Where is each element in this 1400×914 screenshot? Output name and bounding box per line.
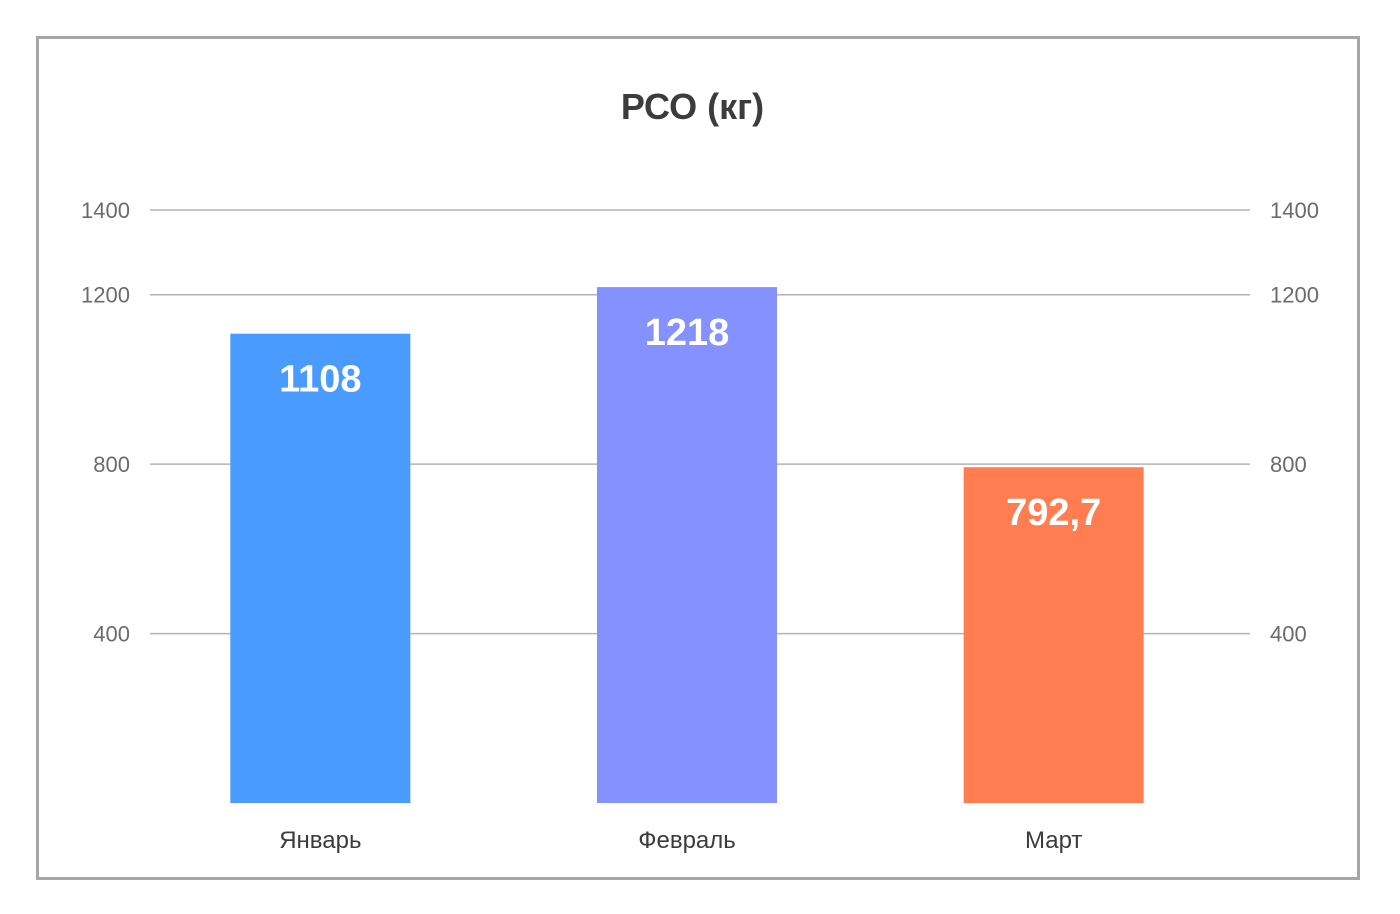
- y-tick-left-1200: 1200: [81, 283, 130, 308]
- bar-1: [230, 333, 411, 803]
- bar-value-label-3: 792,7: [1006, 492, 1101, 534]
- x-category-label-1: Январь: [279, 827, 361, 854]
- y-axis-ticks: 400 400 800 800 1200 1200 1400 1400: [81, 198, 1319, 647]
- bars: 1108 1218 792,7: [230, 287, 1144, 804]
- bar-2: [597, 287, 777, 804]
- x-category-label-2: Февраль: [638, 827, 736, 854]
- y-tick-left-400: 400: [93, 622, 130, 647]
- bar-value-label-2: 1218: [645, 312, 730, 354]
- y-tick-left-800: 800: [93, 452, 130, 477]
- bar-value-label-1: 1108: [279, 359, 361, 401]
- x-axis-labels: Январь Февраль Март: [279, 827, 1082, 854]
- y-tick-right-400: 400: [1270, 622, 1307, 647]
- y-tick-right-800: 800: [1270, 452, 1307, 477]
- y-tick-left-1400: 1400: [81, 198, 130, 223]
- x-category-label-3: Март: [1025, 827, 1082, 854]
- chart-title: РСО (кг): [620, 86, 765, 127]
- bar-3: [963, 467, 1144, 803]
- y-tick-right-1400: 1400: [1270, 198, 1319, 223]
- y-tick-right-1200: 1200: [1270, 283, 1319, 308]
